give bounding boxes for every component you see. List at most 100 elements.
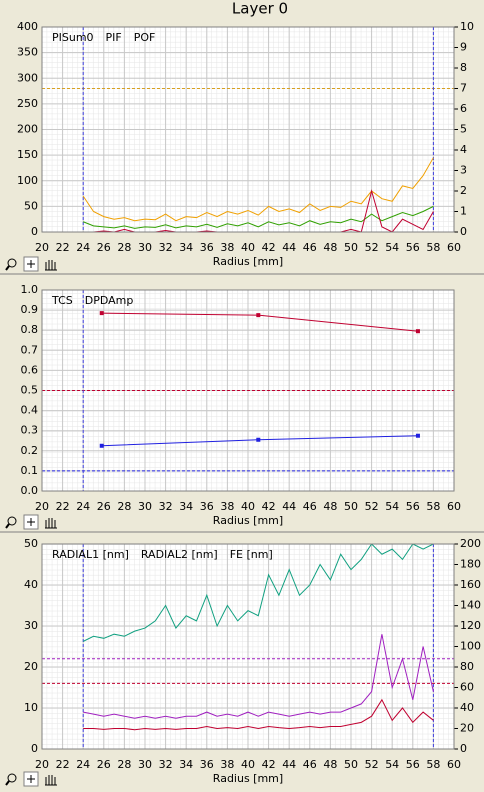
- y2-tick-label: 6: [460, 102, 467, 115]
- toolbar: [4, 256, 68, 787]
- hand-icon[interactable]: [45, 775, 57, 786]
- y-tick-label: 0.7: [21, 343, 39, 356]
- chart-panel: 20 22 24 26 28 30 32 34 36 38 40 42 44 46 48 50 52 54 56 58…: [24, 537, 481, 785]
- x-tick-label: 58: [426, 241, 440, 254]
- zoom-handle: [5, 265, 10, 271]
- x-tick-label: 30: [138, 758, 152, 771]
- y-tick-label: 30: [24, 619, 38, 632]
- y-tick-label: 0.9: [21, 303, 39, 316]
- plot-content: [42, 290, 454, 491]
- x-axis-label: Radius [mm]: [213, 772, 283, 785]
- y2-tick-label: 140: [460, 599, 481, 612]
- x-tick-label: 50: [344, 241, 358, 254]
- chart-panel: 20 22 24 26 28 30 32 34 36 38 40 42 44 46 48 50 52 54 56 58…: [17, 20, 474, 268]
- x-tick-label: 42: [262, 500, 276, 513]
- hand-icon[interactable]: [45, 260, 57, 271]
- x-tick-label: 58: [426, 758, 440, 771]
- y2-tick-label: 3: [460, 164, 467, 177]
- zoom-icon[interactable]: [7, 773, 17, 783]
- y-tick-label: 400: [17, 20, 38, 33]
- y2-tick-label: 120: [460, 619, 481, 632]
- y-tick-label: 50: [24, 537, 38, 550]
- x-tick-label: 54: [385, 241, 399, 254]
- x-tick-label: 52: [365, 241, 379, 254]
- toolbar-icons[interactable]: [5, 771, 57, 787]
- legend-entry: TCS: [51, 294, 73, 307]
- y2-tick-label: 8: [460, 61, 467, 74]
- y2-tick-label: 2: [460, 184, 467, 197]
- y-tick-label: 0.4: [21, 404, 39, 417]
- x-tick-label: 60: [447, 241, 461, 254]
- y-tick-label: 150: [17, 148, 38, 161]
- x-tick-label: 26: [97, 758, 111, 771]
- y2-tick-label: 20: [460, 722, 474, 735]
- x-tick-label: 52: [365, 500, 379, 513]
- x-tick-label: 60: [447, 758, 461, 771]
- plot-content: [42, 27, 454, 232]
- legend-entry: POF: [134, 31, 156, 44]
- toolbar-icons[interactable]: [4, 256, 68, 272]
- x-axis-label: Radius [mm]: [213, 514, 283, 527]
- plot-content: [42, 544, 454, 749]
- y2-tick-label: 80: [460, 660, 474, 673]
- zoom-icon[interactable]: [7, 516, 17, 526]
- x-tick-label: 44: [282, 758, 296, 771]
- x-tick-label: 36: [200, 241, 214, 254]
- toolbar-icons[interactable]: [5, 514, 57, 530]
- x-tick-label: 56: [406, 758, 420, 771]
- x-tick-label: 40: [241, 758, 255, 771]
- x-tick-label: 40: [241, 241, 255, 254]
- legend-entry: FE [nm]: [230, 548, 273, 561]
- zoom-handle: [5, 780, 10, 786]
- point-marker: [415, 329, 420, 334]
- x-tick-label: 24: [76, 241, 90, 254]
- y-tick-label: 350: [17, 46, 38, 59]
- y2-tick-label: 200: [460, 537, 481, 550]
- x-tick-label: 44: [282, 241, 296, 254]
- x-tick-label: 22: [56, 500, 70, 513]
- point-marker: [99, 311, 104, 316]
- x-tick-label: 48: [323, 758, 337, 771]
- legend-entry: PIF: [106, 31, 122, 44]
- x-tick-label: 56: [406, 241, 420, 254]
- plot-frame: [41, 26, 455, 233]
- plot-frame: [41, 289, 455, 492]
- point-marker: [256, 313, 261, 318]
- y2-tick-label: 100: [460, 640, 481, 653]
- y2-tick-label: 40: [460, 701, 474, 714]
- y-tick-label: 50: [24, 199, 38, 212]
- y-tick-label: 0.1: [21, 464, 39, 477]
- y2-tick-label: 5: [460, 123, 467, 136]
- x-axis-label: Radius [mm]: [213, 255, 283, 268]
- x-tick-label: 20: [35, 241, 49, 254]
- zoom-icon[interactable]: [7, 258, 17, 268]
- series-line: [82, 157, 434, 222]
- x-tick-label: 22: [56, 241, 70, 254]
- series-line: [82, 544, 434, 642]
- x-tick-label: 22: [56, 758, 70, 771]
- x-tick-label: 26: [97, 500, 111, 513]
- y-tick-label: 0.2: [21, 444, 39, 457]
- x-tick-label: 24: [76, 758, 90, 771]
- y-tick-label: 100: [17, 174, 38, 187]
- legend-entry: RADIAL1 [nm]: [52, 548, 129, 561]
- x-tick-label: 38: [220, 241, 234, 254]
- hand-icon[interactable]: [45, 518, 57, 529]
- x-tick-label: 34: [179, 500, 193, 513]
- x-tick-label: 20: [35, 500, 49, 513]
- y-tick-label: 0: [31, 225, 38, 238]
- x-tick-label: 50: [344, 500, 358, 513]
- x-tick-label: 56: [406, 500, 420, 513]
- x-tick-label: 32: [159, 500, 173, 513]
- x-tick-label: 28: [117, 241, 131, 254]
- x-tick-label: 36: [200, 758, 214, 771]
- y-tick-label: 40: [24, 578, 38, 591]
- x-tick-label: 54: [385, 758, 399, 771]
- y-tick-label: 0.0: [21, 484, 39, 497]
- y-tick-label: 0: [31, 742, 38, 755]
- y-tick-label: 10: [24, 701, 38, 714]
- x-tick-label: 54: [385, 500, 399, 513]
- y-tick-label: 0.3: [21, 424, 39, 437]
- y2-tick-label: 10: [460, 20, 474, 33]
